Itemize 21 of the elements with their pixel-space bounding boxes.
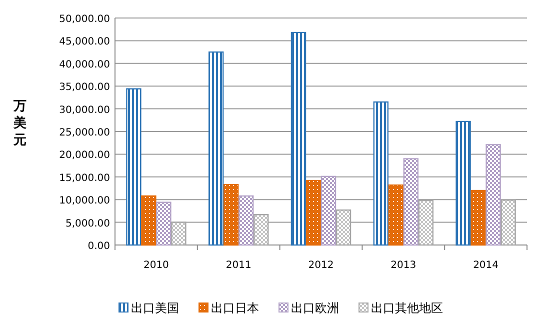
x-tick-label: 2013 <box>390 260 416 271</box>
y-tick-label: 45,000.00 <box>59 36 110 48</box>
y-tick-label: 20,000.00 <box>59 150 110 162</box>
y-tick-label: 5,000.00 <box>65 218 110 230</box>
legend-label: 出口欧洲 <box>291 301 339 315</box>
y-tick-label: 10,000.00 <box>59 196 110 207</box>
y-tick-label: 0.00 <box>88 241 110 252</box>
x-tick-label: 2014 <box>473 260 499 271</box>
y-tick-label: 15,000.00 <box>59 172 110 184</box>
legend-label: 出口其他地区 <box>371 301 443 315</box>
x-tick-label: 2010 <box>143 260 169 271</box>
x-tick-label: 2012 <box>308 260 334 271</box>
y-axis-title: 万美元 <box>12 99 26 148</box>
x-tick-label: 2011 <box>226 260 252 271</box>
y-tick-label: 30,000.00 <box>59 104 110 116</box>
y-tick-label: 50,000.00 <box>59 14 110 25</box>
y-tick-label: 25,000.00 <box>59 128 110 138</box>
legend-label: 出口美国 <box>131 301 179 315</box>
legend-label: 出口日本 <box>211 301 259 315</box>
y-tick-label: 35,000.00 <box>59 82 110 94</box>
y-tick-label: 40,000.00 <box>59 59 110 70</box>
